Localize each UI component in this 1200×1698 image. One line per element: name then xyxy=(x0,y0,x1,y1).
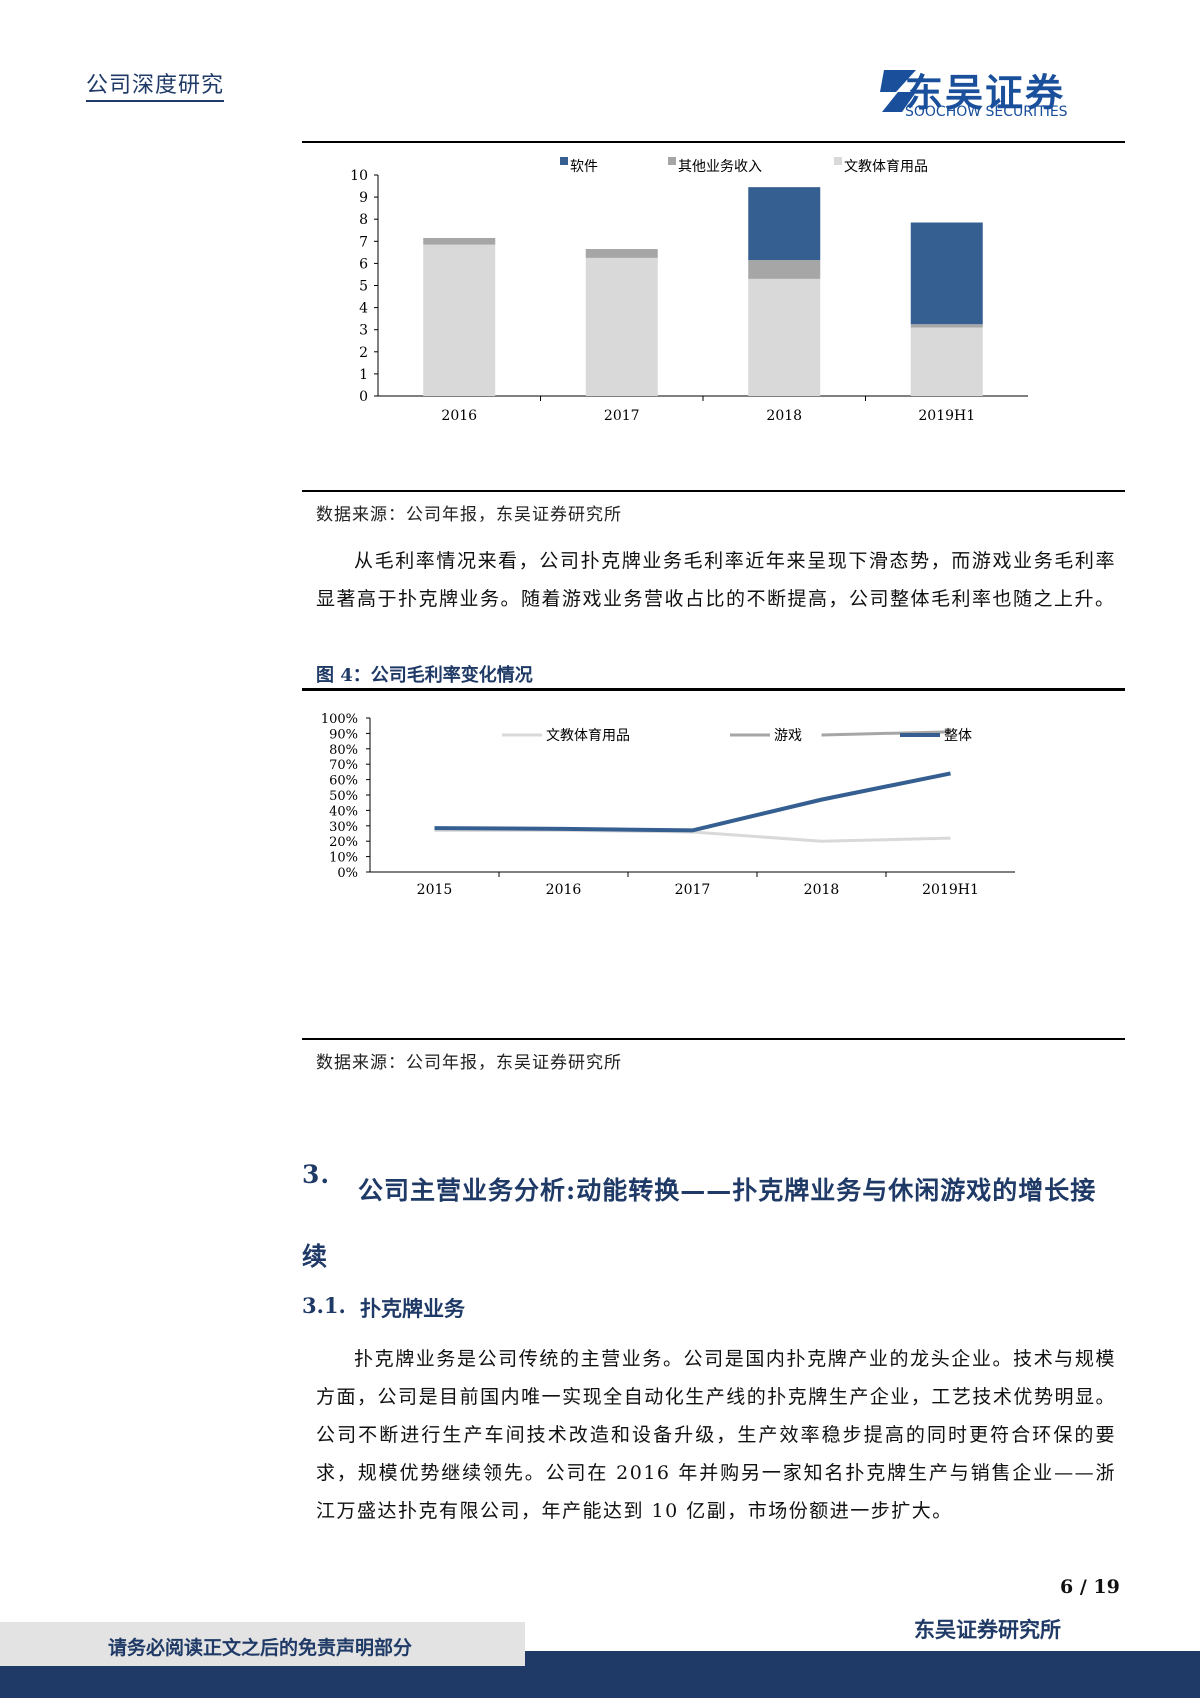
logo-subtext: SOOCHOW SECURITIES xyxy=(905,104,1068,120)
footer-org: 东吴证券研究所 xyxy=(914,1617,1061,1642)
legend-label: 软件 xyxy=(570,159,598,175)
legend-label: 整体 xyxy=(944,728,972,744)
body-paragraph: 扑克牌业务是公司传统的主营业务。公司是国内扑克牌产业的龙头企业。技术与规模方面，… xyxy=(316,1348,1116,1522)
legend-label: 其他业务收入 xyxy=(678,159,762,175)
y-tick-label: 0 xyxy=(359,389,368,405)
y-tick-label: 6 xyxy=(359,256,368,272)
series-line-游戏 xyxy=(821,730,951,737)
divider xyxy=(302,1038,1125,1040)
x-tick-label: 2019H1 xyxy=(922,882,979,898)
divider xyxy=(302,141,1125,143)
bar-其他业务收入 xyxy=(910,324,983,328)
y-tick-label: 7 xyxy=(359,234,368,250)
bar-文教体育用品 xyxy=(585,257,658,396)
section-heading: 公司主营业务分析:动能转换——扑克牌业务与休闲游戏的增长接续 xyxy=(302,1176,1097,1271)
series-line-整体 xyxy=(434,771,951,833)
y-tick-label: 4 xyxy=(359,301,368,317)
y-tick-label: 90% xyxy=(329,727,358,742)
revenue-bar-chart: 0 1 2 3 4 5 6 7 8 9 10 2016 2017 2018 2019H1 软件 其他业务收入 文教… xyxy=(350,157,1028,424)
y-tick-label: 1 xyxy=(359,367,368,383)
y-tick-label: 0% xyxy=(337,866,358,881)
legend-label: 文教体育用品 xyxy=(844,159,928,175)
logo-mark-icon xyxy=(880,70,916,112)
section-number: 3. xyxy=(302,1160,331,1189)
legend-swatch xyxy=(668,157,676,165)
bar-其他业务收入 xyxy=(748,260,821,279)
legend-swatch xyxy=(834,157,842,165)
bar-其他业务收入 xyxy=(585,249,658,258)
y-tick-label: 5 xyxy=(359,279,368,295)
x-tick-label: 2017 xyxy=(604,408,640,424)
subsection-number: 3.1. xyxy=(302,1293,346,1318)
y-tick-label: 2 xyxy=(359,345,368,361)
subsection-heading: 扑克牌业务 xyxy=(360,1296,465,1321)
divider xyxy=(302,490,1125,492)
y-tick-label: 40% xyxy=(329,804,358,819)
bar-软件 xyxy=(910,222,983,325)
bar-其他业务收入 xyxy=(423,237,496,245)
y-tick-label: 50% xyxy=(329,789,358,804)
gross-margin-line-chart: 0%10%20%30%40%50%60%70%80%90%100% 2015 201… xyxy=(321,712,1015,898)
x-tick-label: 2016 xyxy=(546,882,582,898)
y-tick-label: 10% xyxy=(329,851,358,866)
x-tick-label: 2017 xyxy=(675,882,711,898)
logo-text: 东吴证券 xyxy=(905,71,1066,115)
y-tick-label: 20% xyxy=(329,835,358,850)
x-tick-label: 2019H1 xyxy=(918,408,975,424)
y-tick-label: 3 xyxy=(359,323,368,339)
y-tick-label: 10 xyxy=(350,168,368,184)
x-tick-label: 2018 xyxy=(804,882,840,898)
report-type: 公司深度研究 xyxy=(86,72,225,102)
legend-label: 游戏 xyxy=(774,728,802,744)
figure-source: 数据来源：公司年报，东吴证券研究所 xyxy=(316,1053,622,1073)
body-paragraph: 从毛利率情况来看，公司扑克牌业务毛利率近年来呈现下滑态势，而游戏业务毛利率显著高… xyxy=(316,550,1116,610)
x-tick-label: 2016 xyxy=(441,408,477,424)
y-tick-label: 8 xyxy=(359,212,368,228)
disclaimer-notice: 请务必阅读正文之后的免责声明部分 xyxy=(0,1622,525,1666)
y-tick-label: 80% xyxy=(329,743,358,758)
x-tick-label: 2018 xyxy=(766,408,802,424)
bar-文教体育用品 xyxy=(423,244,496,396)
bar-文教体育用品 xyxy=(748,278,821,396)
y-tick-label: 9 xyxy=(359,190,368,206)
x-tick-label: 2015 xyxy=(417,882,453,898)
page-number: 6 / 19 xyxy=(1060,1576,1120,1598)
y-tick-label: 70% xyxy=(329,758,358,773)
bar-软件 xyxy=(748,187,821,261)
legend-swatch xyxy=(560,157,568,165)
figure-title: 图 4：公司毛利率变化情况 xyxy=(316,665,533,686)
bar-文教体育用品 xyxy=(910,327,983,396)
y-tick-label: 60% xyxy=(329,774,358,789)
legend-label: 文教体育用品 xyxy=(546,728,630,744)
figure-source: 数据来源：公司年报，东吴证券研究所 xyxy=(316,505,622,525)
y-tick-label: 100% xyxy=(321,712,358,727)
y-tick-label: 30% xyxy=(329,820,358,835)
divider xyxy=(302,688,1125,691)
